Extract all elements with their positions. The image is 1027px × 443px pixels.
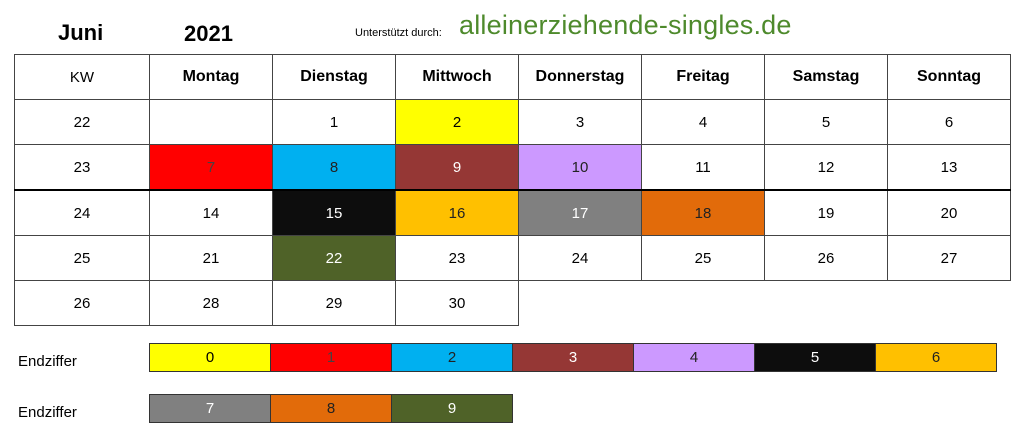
day-cell: 14 [149, 189, 273, 236]
supported-by-text: Unterstützt durch: [355, 27, 442, 39]
legend-swatch: 1 [270, 343, 392, 372]
day-cell: 12 [764, 144, 888, 191]
day-cell: 10 [518, 144, 642, 191]
empty-cell [519, 281, 642, 326]
calendar-table: KW Montag Dienstag Mittwoch Donnerstag F… [14, 54, 1011, 326]
day-cell: 19 [764, 189, 888, 236]
day-cell: 30 [395, 280, 519, 326]
legend-swatch: 0 [149, 343, 271, 372]
empty-cell [888, 281, 1011, 326]
day-cell: 21 [149, 235, 273, 281]
legend-row: 0 1 2 3 4 5 6 [149, 343, 997, 372]
day-cell: 7 [149, 144, 273, 191]
day-cell: 11 [641, 144, 765, 191]
week-number: 25 [14, 235, 150, 281]
day-cell: 29 [272, 280, 396, 326]
day-cell: 25 [641, 235, 765, 281]
week-number: 26 [14, 280, 150, 326]
brand-link[interactable]: alleinerziehende-singles.de [459, 10, 792, 40]
week-row: 25 21 22 23 24 25 26 27 [14, 235, 1011, 281]
day-cell: 28 [149, 280, 273, 326]
legend-swatch: 5 [754, 343, 876, 372]
legend-swatch: 7 [149, 394, 271, 423]
legend-swatch: 2 [391, 343, 513, 372]
week-row: 22 1 2 3 4 5 6 [14, 99, 1011, 145]
column-header-freitag: Freitag [641, 54, 765, 100]
column-header-montag: Montag [149, 54, 273, 100]
day-cell: 8 [272, 144, 396, 191]
legend-swatch: 4 [633, 343, 755, 372]
day-cell: 6 [887, 99, 1011, 145]
column-header-sonntag: Sonntag [887, 54, 1011, 100]
legend-row: 7 8 9 [149, 394, 513, 423]
day-cell: 1 [272, 99, 396, 145]
column-header-donnerstag: Donnerstag [518, 54, 642, 100]
day-cell: 5 [764, 99, 888, 145]
week-number: 23 [14, 144, 150, 191]
day-cell: 24 [518, 235, 642, 281]
column-header-mittwoch: Mittwoch [395, 54, 519, 100]
day-cell: 18 [641, 189, 765, 236]
empty-cell [642, 281, 765, 326]
day-cell: 15 [272, 189, 396, 236]
column-header-kw: KW [14, 54, 150, 100]
day-cell: 26 [764, 235, 888, 281]
day-cell [149, 99, 273, 145]
legend-label: Endziffer [18, 404, 77, 421]
day-cell: 16 [395, 189, 519, 236]
day-cell: 2 [395, 99, 519, 145]
column-header-dienstag: Dienstag [272, 54, 396, 100]
calendar-header-row: KW Montag Dienstag Mittwoch Donnerstag F… [14, 54, 1011, 100]
day-cell: 17 [518, 189, 642, 236]
legend-swatch: 3 [512, 343, 634, 372]
day-cell: 4 [641, 99, 765, 145]
week-number: 24 [14, 189, 150, 236]
legend-swatch: 8 [270, 394, 392, 423]
week-number: 22 [14, 99, 150, 145]
year-title: 2021 [184, 21, 233, 46]
month-title: Juni [58, 20, 104, 45]
week-row: 23 7 8 9 10 11 12 13 [14, 144, 1011, 191]
day-cell: 27 [887, 235, 1011, 281]
day-cell: 20 [887, 189, 1011, 236]
empty-cell [765, 281, 888, 326]
day-cell: 13 [887, 144, 1011, 191]
day-cell: 22 [272, 235, 396, 281]
day-cell: 9 [395, 144, 519, 191]
day-cell: 3 [518, 99, 642, 145]
week-row: 24 14 15 16 17 18 19 20 [14, 189, 1011, 236]
week-row: 26 28 29 30 [14, 280, 1011, 326]
legend-swatch: 9 [391, 394, 513, 423]
column-header-samstag: Samstag [764, 54, 888, 100]
day-cell: 23 [395, 235, 519, 281]
legend-swatch: 6 [875, 343, 997, 372]
legend-label: Endziffer [18, 353, 77, 370]
